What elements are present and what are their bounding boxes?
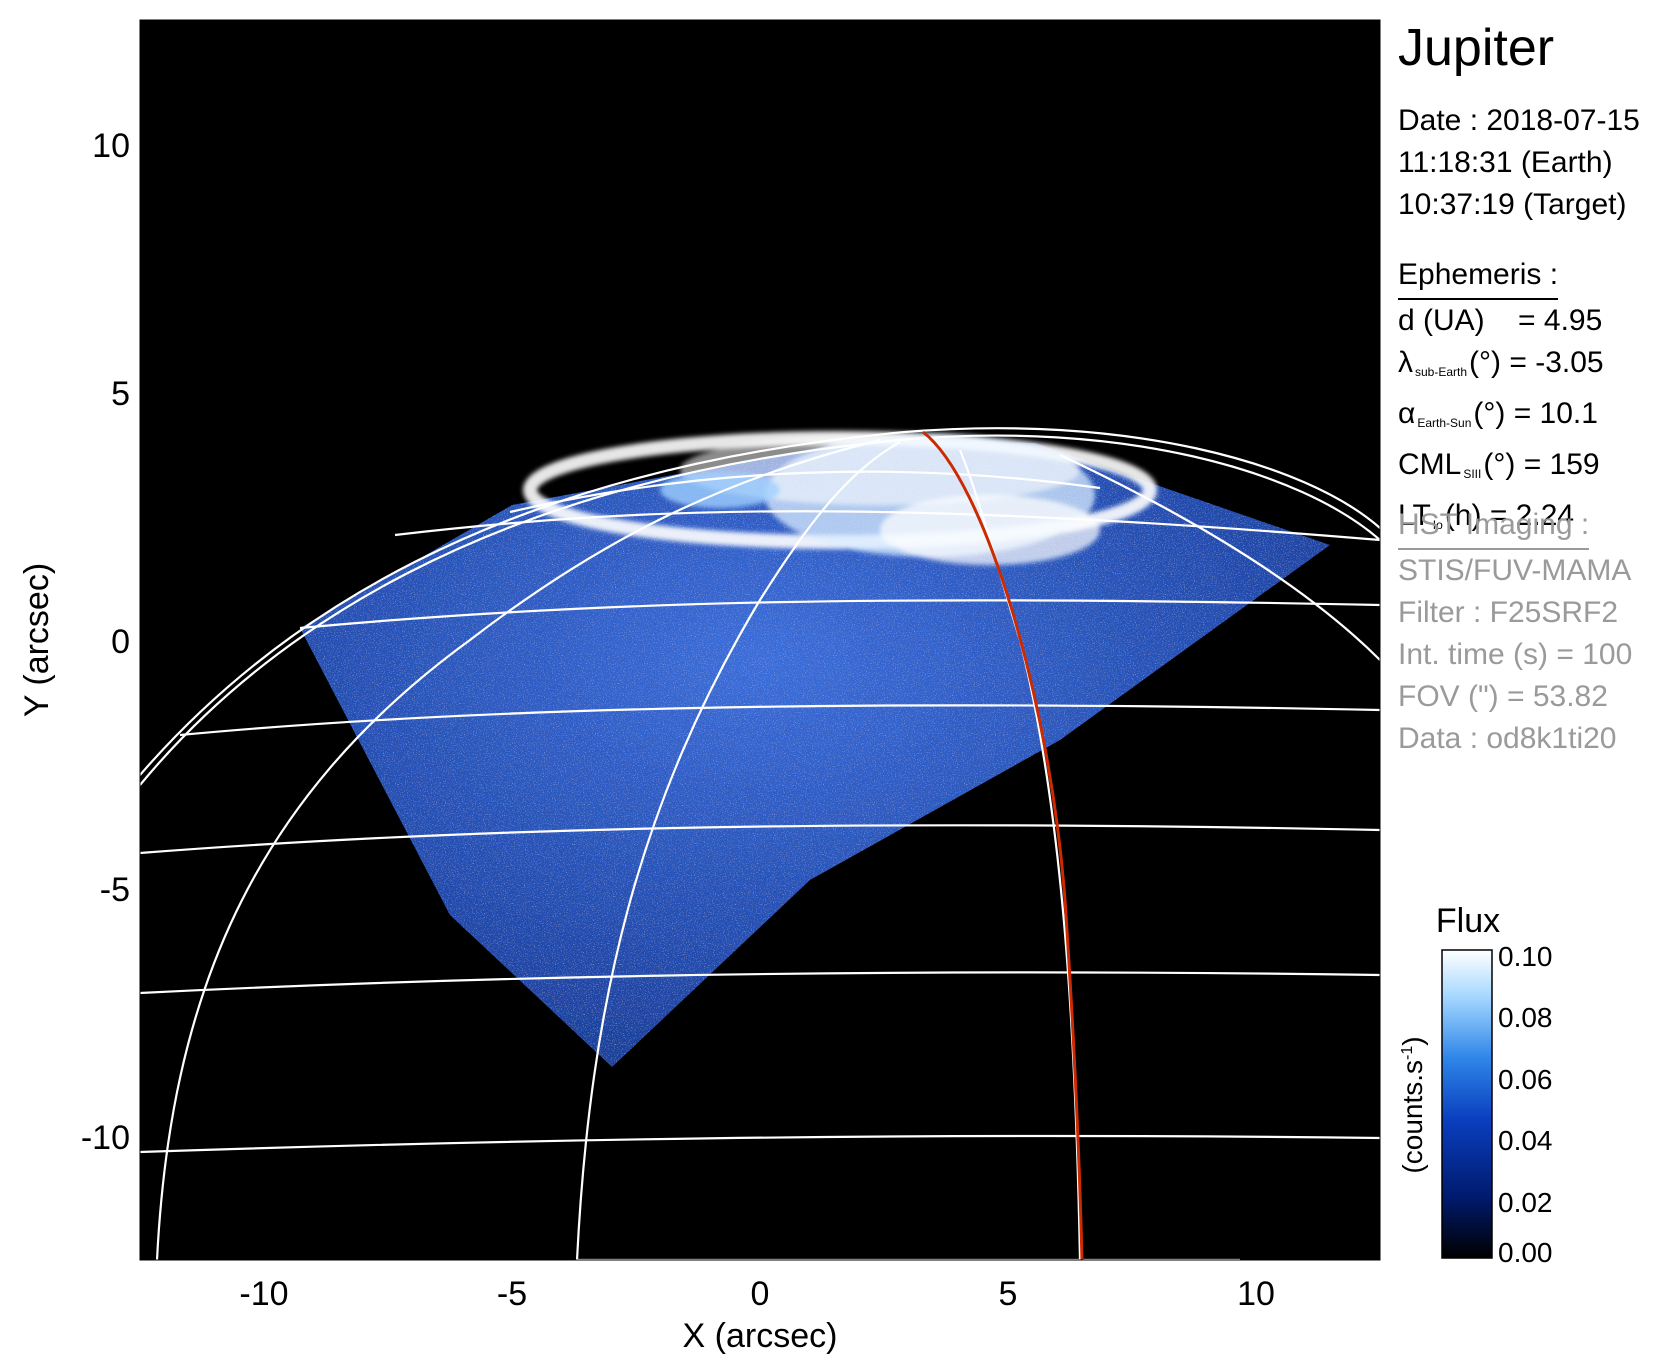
image-panel (139, 19, 1381, 1261)
reference-meridian (922, 430, 1084, 1260)
y-axis-label: Y (arcsec) (18, 563, 56, 717)
detector-footprint (300, 440, 1330, 1067)
x-tick-label: 0 (751, 1275, 770, 1313)
ephemeris-latitude: λ sub-Earth(°) = -3.05 (1398, 346, 1604, 379)
hst-instrument: STIS/FUV-MAMA (1398, 554, 1632, 587)
x-tick-label: 5 (999, 1275, 1018, 1313)
lat-lon-grid (140, 427, 1380, 1260)
ephemeris-heading: Ephemeris : (1398, 254, 1559, 300)
x-tick-label: 10 (1237, 1275, 1275, 1313)
earth-time: 11:18:31 (Earth) (1398, 146, 1613, 179)
observation-date: Date : 2018-07-15 (1398, 104, 1640, 137)
colorbar-tick-label: 0.10 (1498, 941, 1553, 972)
y-tick-label: 0 (111, 623, 130, 661)
colorbar-tick-label: 0.04 (1498, 1125, 1553, 1156)
colorbar-tick-label: 0.00 (1498, 1237, 1553, 1268)
observation-info: Date : 2018-07-15 11:18:31 (Earth) 10:37… (1398, 100, 1640, 226)
colorbar-unit-label: (counts.s-1) (1397, 1036, 1428, 1173)
hst-heading: HST Imaging : (1398, 504, 1590, 550)
colorbar-tick-label: 0.06 (1498, 1064, 1553, 1095)
x-tick-label: -5 (497, 1275, 527, 1313)
y-tick-label: -10 (81, 1119, 130, 1157)
colorbar-title: Flux (1436, 902, 1500, 940)
hst-fov: FOV (") = 53.82 (1398, 680, 1608, 713)
ephemeris-local-time: LT Io(h) = 2.24 (1398, 499, 1575, 532)
colorbar-tick-label: 0.08 (1498, 1002, 1553, 1033)
hst-integration-time: Int. time (s) = 100 (1398, 638, 1633, 671)
colorbar-bar (1441, 949, 1493, 1259)
y-tick-label: 5 (111, 375, 130, 413)
y-axis: 10 5 0 -5 -10 Y (arcsec) (18, 127, 130, 1157)
ephemeris-distance: d (UA) = 4.95 (1398, 304, 1603, 337)
x-tick-label: -10 (239, 1275, 288, 1313)
ephemeris-phase-angle: α Earth-Sun(°) = 10.1 (1398, 397, 1598, 430)
x-axis-label: X (arcsec) (683, 1317, 838, 1355)
target-time: 10:37:19 (Target) (1398, 188, 1627, 221)
hst-filter: Filter : F25SRF2 (1398, 596, 1619, 629)
ephemeris-block: Ephemeris : d (UA) = 4.95 λ sub-Earth(°) … (1398, 254, 1604, 546)
x-axis: -10 -5 0 5 10 X (arcsec) (239, 1275, 1274, 1355)
colorbar-ticks: 0.10 0.08 0.06 0.04 0.02 0.00 (1498, 941, 1553, 1268)
colorbar: Flux 0.10 0.08 0.06 0.04 0.02 0.00 (coun… (1397, 902, 1553, 1268)
hst-data-id: Data : od8k1ti20 (1398, 722, 1617, 755)
ephemeris-cml: CML SIII(°) = 159 (1398, 448, 1600, 481)
plot-frame (139, 19, 1381, 1261)
colorbar-tick-label: 0.02 (1498, 1187, 1553, 1218)
y-tick-label: 10 (92, 127, 130, 165)
y-tick-label: -5 (100, 871, 130, 909)
planet-title: Jupiter (1398, 19, 1555, 77)
hst-block: HST Imaging : STIS/FUV-MAMA Filter : F25… (1398, 504, 1632, 760)
